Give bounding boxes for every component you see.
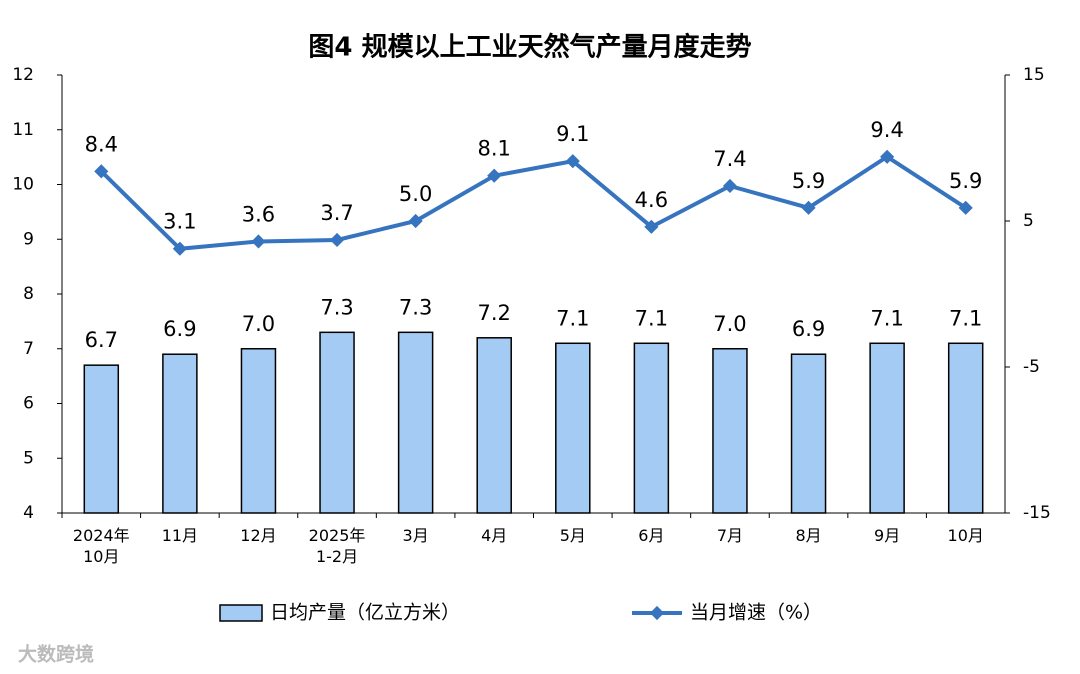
bar-value-label: 7.1 xyxy=(949,306,982,330)
bar-value-label: 7.2 xyxy=(478,301,511,325)
bar xyxy=(397,331,434,514)
line-marker xyxy=(329,232,345,248)
y2-tick-label: 15 xyxy=(1023,65,1045,85)
x-tick-label: 10月 xyxy=(947,526,984,545)
bar-value-label: 7.1 xyxy=(635,306,668,330)
x-tick-label: 12月 xyxy=(240,526,277,545)
bar xyxy=(633,342,670,514)
legend-swatch xyxy=(649,605,665,621)
line-marker xyxy=(408,213,423,229)
chart-title: 图4 规模以上工业天然气产量月度走势 xyxy=(308,32,751,63)
line-marker xyxy=(958,200,973,215)
line-value-label: 8.4 xyxy=(85,132,118,156)
bar xyxy=(240,348,277,514)
bar xyxy=(162,353,198,514)
y-tick-label: 4 xyxy=(23,503,34,523)
bar xyxy=(476,337,512,514)
x-tick-label: 5月 xyxy=(559,526,586,545)
x-tick-label: 3月 xyxy=(402,526,429,545)
line xyxy=(99,154,967,251)
line-value-label: 7.4 xyxy=(713,147,746,171)
x-tick-label: 9月 xyxy=(874,526,901,545)
line-marker xyxy=(487,168,502,183)
bar-value-label: 7.0 xyxy=(713,312,746,336)
bar-value-label: 6.9 xyxy=(163,317,196,341)
x-tick-label: 7月 xyxy=(716,526,744,545)
bar-value-label: 7.1 xyxy=(870,306,903,330)
y-tick-label: 10 xyxy=(12,175,34,195)
y-tick-label: 7 xyxy=(23,339,34,359)
bar-value-label: 7.0 xyxy=(242,312,275,336)
legend-swatch xyxy=(219,604,263,622)
bar-value-label: 7.1 xyxy=(556,306,589,330)
x-tick-label: 2024年 10月 xyxy=(72,526,130,566)
y2-tick-label: -5 xyxy=(1023,357,1040,377)
y2-tick-label: -15 xyxy=(1023,503,1051,523)
bar xyxy=(712,348,748,514)
bar xyxy=(947,342,984,514)
line-value-label: 9.1 xyxy=(556,122,589,146)
bar xyxy=(790,353,827,514)
x-tick-label: 6月 xyxy=(638,526,665,545)
line-marker xyxy=(644,219,659,234)
y-tick-label: 9 xyxy=(23,229,34,249)
bar-value-label: 6.7 xyxy=(85,328,118,352)
y-tick-label: 5 xyxy=(23,448,34,468)
line-value-label: 3.1 xyxy=(163,210,196,234)
bar xyxy=(319,331,355,514)
bar xyxy=(83,364,120,514)
line-value-label: 3.6 xyxy=(242,202,275,226)
line-marker xyxy=(251,234,266,249)
line-value-label: 4.6 xyxy=(635,188,668,212)
legend-label: 日均产量（亿立方米） xyxy=(270,602,460,624)
y-tick-label: 8 xyxy=(23,284,34,304)
bar-value-label: 7.3 xyxy=(320,295,353,319)
bar-value-label: 6.9 xyxy=(792,317,825,341)
watermark: 大数跨境 xyxy=(18,643,94,666)
line-marker xyxy=(172,241,187,256)
y-tick-label: 11 xyxy=(12,120,34,140)
line-value-label: 5.9 xyxy=(792,169,825,193)
line-marker xyxy=(880,149,895,164)
legend-label: 当月增速（%） xyxy=(690,602,822,624)
line-marker xyxy=(801,200,816,215)
line-value-label: 3.7 xyxy=(320,201,353,225)
bar xyxy=(869,342,905,514)
line-value-label: 8.1 xyxy=(478,137,511,161)
y2-tick-label: 5 xyxy=(1023,211,1034,231)
line-marker xyxy=(722,178,738,194)
line-value-label: 5.0 xyxy=(399,182,432,206)
x-tick-label: 4月 xyxy=(481,526,508,545)
line-marker xyxy=(565,154,580,169)
x-tick-label: 11月 xyxy=(161,526,199,545)
x-tick-label: 2025年 1-2月 xyxy=(308,526,366,566)
x-tick-label: 8月 xyxy=(795,526,822,545)
line-value-label: 9.4 xyxy=(870,118,903,142)
y-tick-label: 6 xyxy=(23,394,34,414)
line-value-label: 5.9 xyxy=(949,169,982,193)
bar-value-label: 7.3 xyxy=(399,295,432,319)
bar xyxy=(555,342,591,514)
y-tick-label: 12 xyxy=(12,65,34,85)
